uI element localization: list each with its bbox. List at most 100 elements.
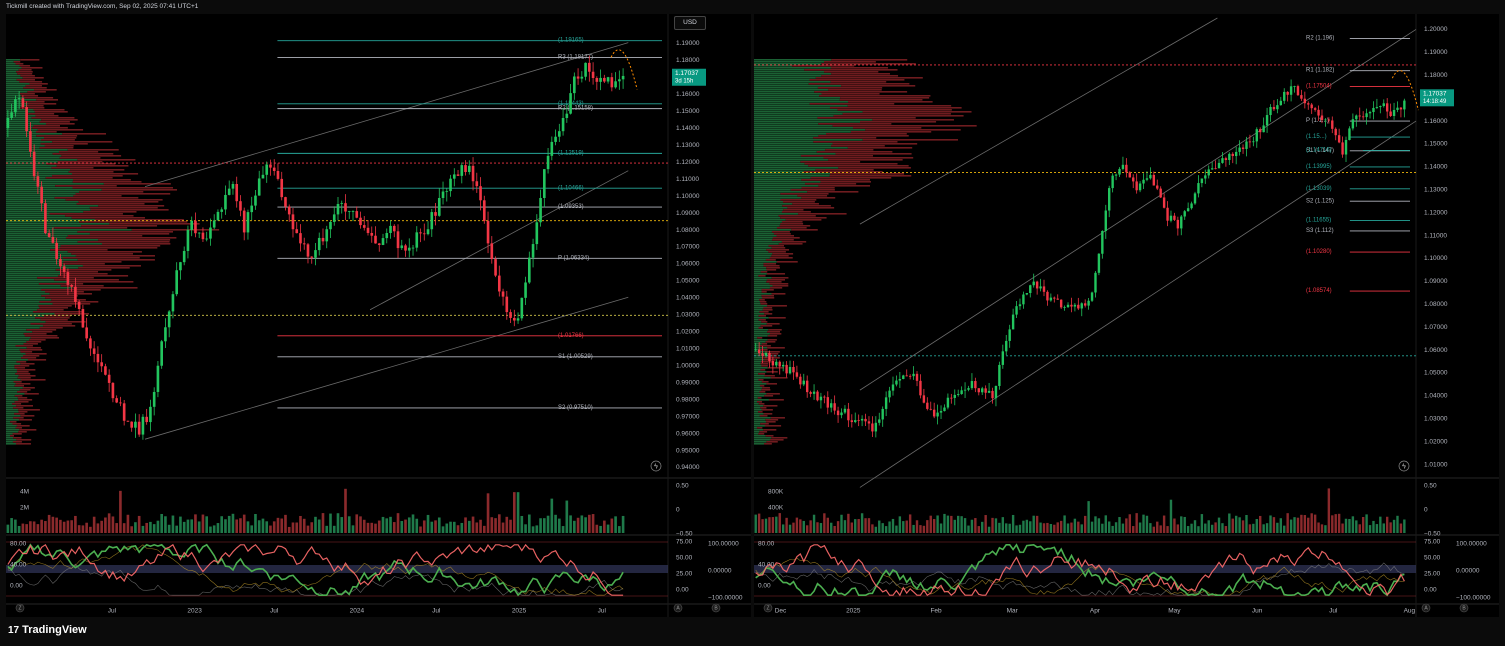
- pivot-level-label: (1.15...): [1306, 134, 1327, 140]
- profile-bar-buy: [754, 137, 814, 139]
- profile-bar-sell: [800, 161, 861, 163]
- profile-bar-buy: [754, 243, 779, 245]
- profile-bar-buy: [754, 239, 773, 241]
- candle-body: [1056, 298, 1059, 300]
- profile-bar-buy: [754, 101, 849, 103]
- profile-bar-buy: [6, 73, 18, 75]
- candle-body: [55, 242, 58, 259]
- profile-bar-buy: [6, 339, 30, 341]
- pivot-level-label: (1.10466): [558, 185, 584, 191]
- volume-bar: [396, 513, 400, 533]
- volume-bar: [1252, 523, 1255, 533]
- profile-bar-sell: [768, 245, 784, 247]
- volume-bar: [1135, 513, 1138, 533]
- time-tick-label: 2024: [350, 608, 365, 615]
- candle-body: [1382, 103, 1385, 107]
- profile-bar-buy: [754, 287, 770, 289]
- profile-bar-sell: [766, 371, 778, 373]
- candle-body: [1108, 188, 1111, 211]
- candle-body: [857, 420, 860, 421]
- candle-body: [531, 244, 535, 258]
- candle-body: [490, 243, 494, 260]
- profile-bar-sell: [766, 421, 776, 423]
- chart-canvas-daily[interactable]: R2 (1.196)R1 (1.182)(1.17504)P (1.1...)(…: [754, 14, 1499, 617]
- profile-bar-sell: [28, 359, 47, 361]
- profile-bar-buy: [754, 175, 830, 177]
- candle-body: [1101, 230, 1104, 254]
- chart-canvas-weekly[interactable]: (1.19165)R3 (1.18177)(1.15443)R2 (1.1515…: [6, 14, 751, 617]
- candle-body: [479, 186, 482, 201]
- profile-bar-sell: [772, 253, 794, 255]
- candle-body: [1300, 95, 1303, 99]
- profile-bar-buy: [754, 347, 768, 349]
- volume-bar: [953, 519, 956, 533]
- chart-panel-weekly[interactable]: (1.19165)R3 (1.18177)(1.15443)R2 (1.1515…: [6, 14, 751, 617]
- candle-body: [1138, 183, 1142, 191]
- profile-bar-sell: [30, 337, 60, 339]
- volume-bar: [179, 516, 182, 533]
- candle-body: [186, 229, 190, 251]
- profile-bar-buy: [754, 207, 788, 209]
- price-tick-label: 1.04000: [1424, 393, 1448, 400]
- pivot-level-label: (1.11655): [1306, 218, 1331, 224]
- profile-bar-sell: [39, 301, 99, 303]
- volume-bar: [775, 516, 778, 533]
- volume-bar: [987, 526, 991, 533]
- volume-bar: [317, 519, 321, 533]
- candle-body: [881, 408, 884, 420]
- volume-bar: [190, 519, 194, 533]
- profile-bar-buy: [6, 199, 66, 201]
- profile-bar-buy: [754, 379, 759, 381]
- profile-bar-buy: [754, 81, 831, 83]
- volume-bar: [843, 520, 847, 533]
- price-tick-label: 1.08000: [676, 227, 700, 234]
- profile-bar-sell: [67, 235, 143, 237]
- profile-bar-sell: [801, 187, 835, 189]
- profile-bar-sell: [817, 117, 916, 119]
- candle-body: [1090, 292, 1094, 301]
- profile-bar-sell: [23, 343, 38, 345]
- profile-bar-sell: [45, 291, 84, 293]
- volume-bar: [1341, 523, 1344, 533]
- volume-bar: [558, 518, 561, 533]
- profile-bar-sell: [776, 235, 795, 237]
- oscillator-line-red: [755, 544, 1405, 597]
- profile-bar-buy: [754, 291, 762, 293]
- candle-body: [314, 250, 317, 258]
- profile-bar-sell: [792, 203, 819, 205]
- volume-bar: [40, 519, 43, 533]
- profile-bar-buy: [754, 225, 780, 227]
- profile-bar-buy: [6, 225, 82, 227]
- volume-bar: [141, 525, 145, 533]
- profile-bar-buy: [6, 349, 20, 351]
- candle-body: [936, 412, 939, 417]
- profile-bar-buy: [754, 279, 767, 281]
- volume-bar: [1399, 523, 1403, 533]
- candle-body: [385, 233, 389, 239]
- volume-bar: [227, 515, 231, 533]
- volume-bar: [347, 516, 351, 533]
- profile-bar-sell: [16, 405, 33, 407]
- profile-bar-sell: [764, 425, 782, 427]
- volume-bar: [1025, 519, 1029, 533]
- volume-bar: [6, 524, 10, 533]
- chart-panel-daily[interactable]: R2 (1.196) R1 (1.182) (1.17504) P (1.1...)(…: [754, 14, 1499, 617]
- candle-body: [1379, 106, 1382, 108]
- currency-button[interactable]: USD: [674, 16, 706, 30]
- volume-bar: [1138, 522, 1142, 533]
- profile-bar-sell: [39, 121, 70, 123]
- profile-bar-buy: [754, 213, 799, 215]
- volume-bar: [505, 516, 509, 533]
- profile-bar-sell: [54, 279, 119, 281]
- profile-bar-buy: [6, 125, 34, 127]
- volume-bar: [1018, 524, 1022, 533]
- profile-bar-sell: [70, 169, 125, 171]
- profile-bar-sell: [759, 299, 765, 301]
- profile-bar-buy: [754, 365, 762, 367]
- profile-bar-buy: [754, 245, 769, 247]
- time-tick-label: Mar: [1007, 608, 1019, 615]
- profile-bar-buy: [754, 315, 759, 317]
- profile-bar-sell: [824, 71, 879, 73]
- volume-bar: [1159, 525, 1162, 533]
- tradingview-logo[interactable]: 17 TradingView: [8, 624, 87, 636]
